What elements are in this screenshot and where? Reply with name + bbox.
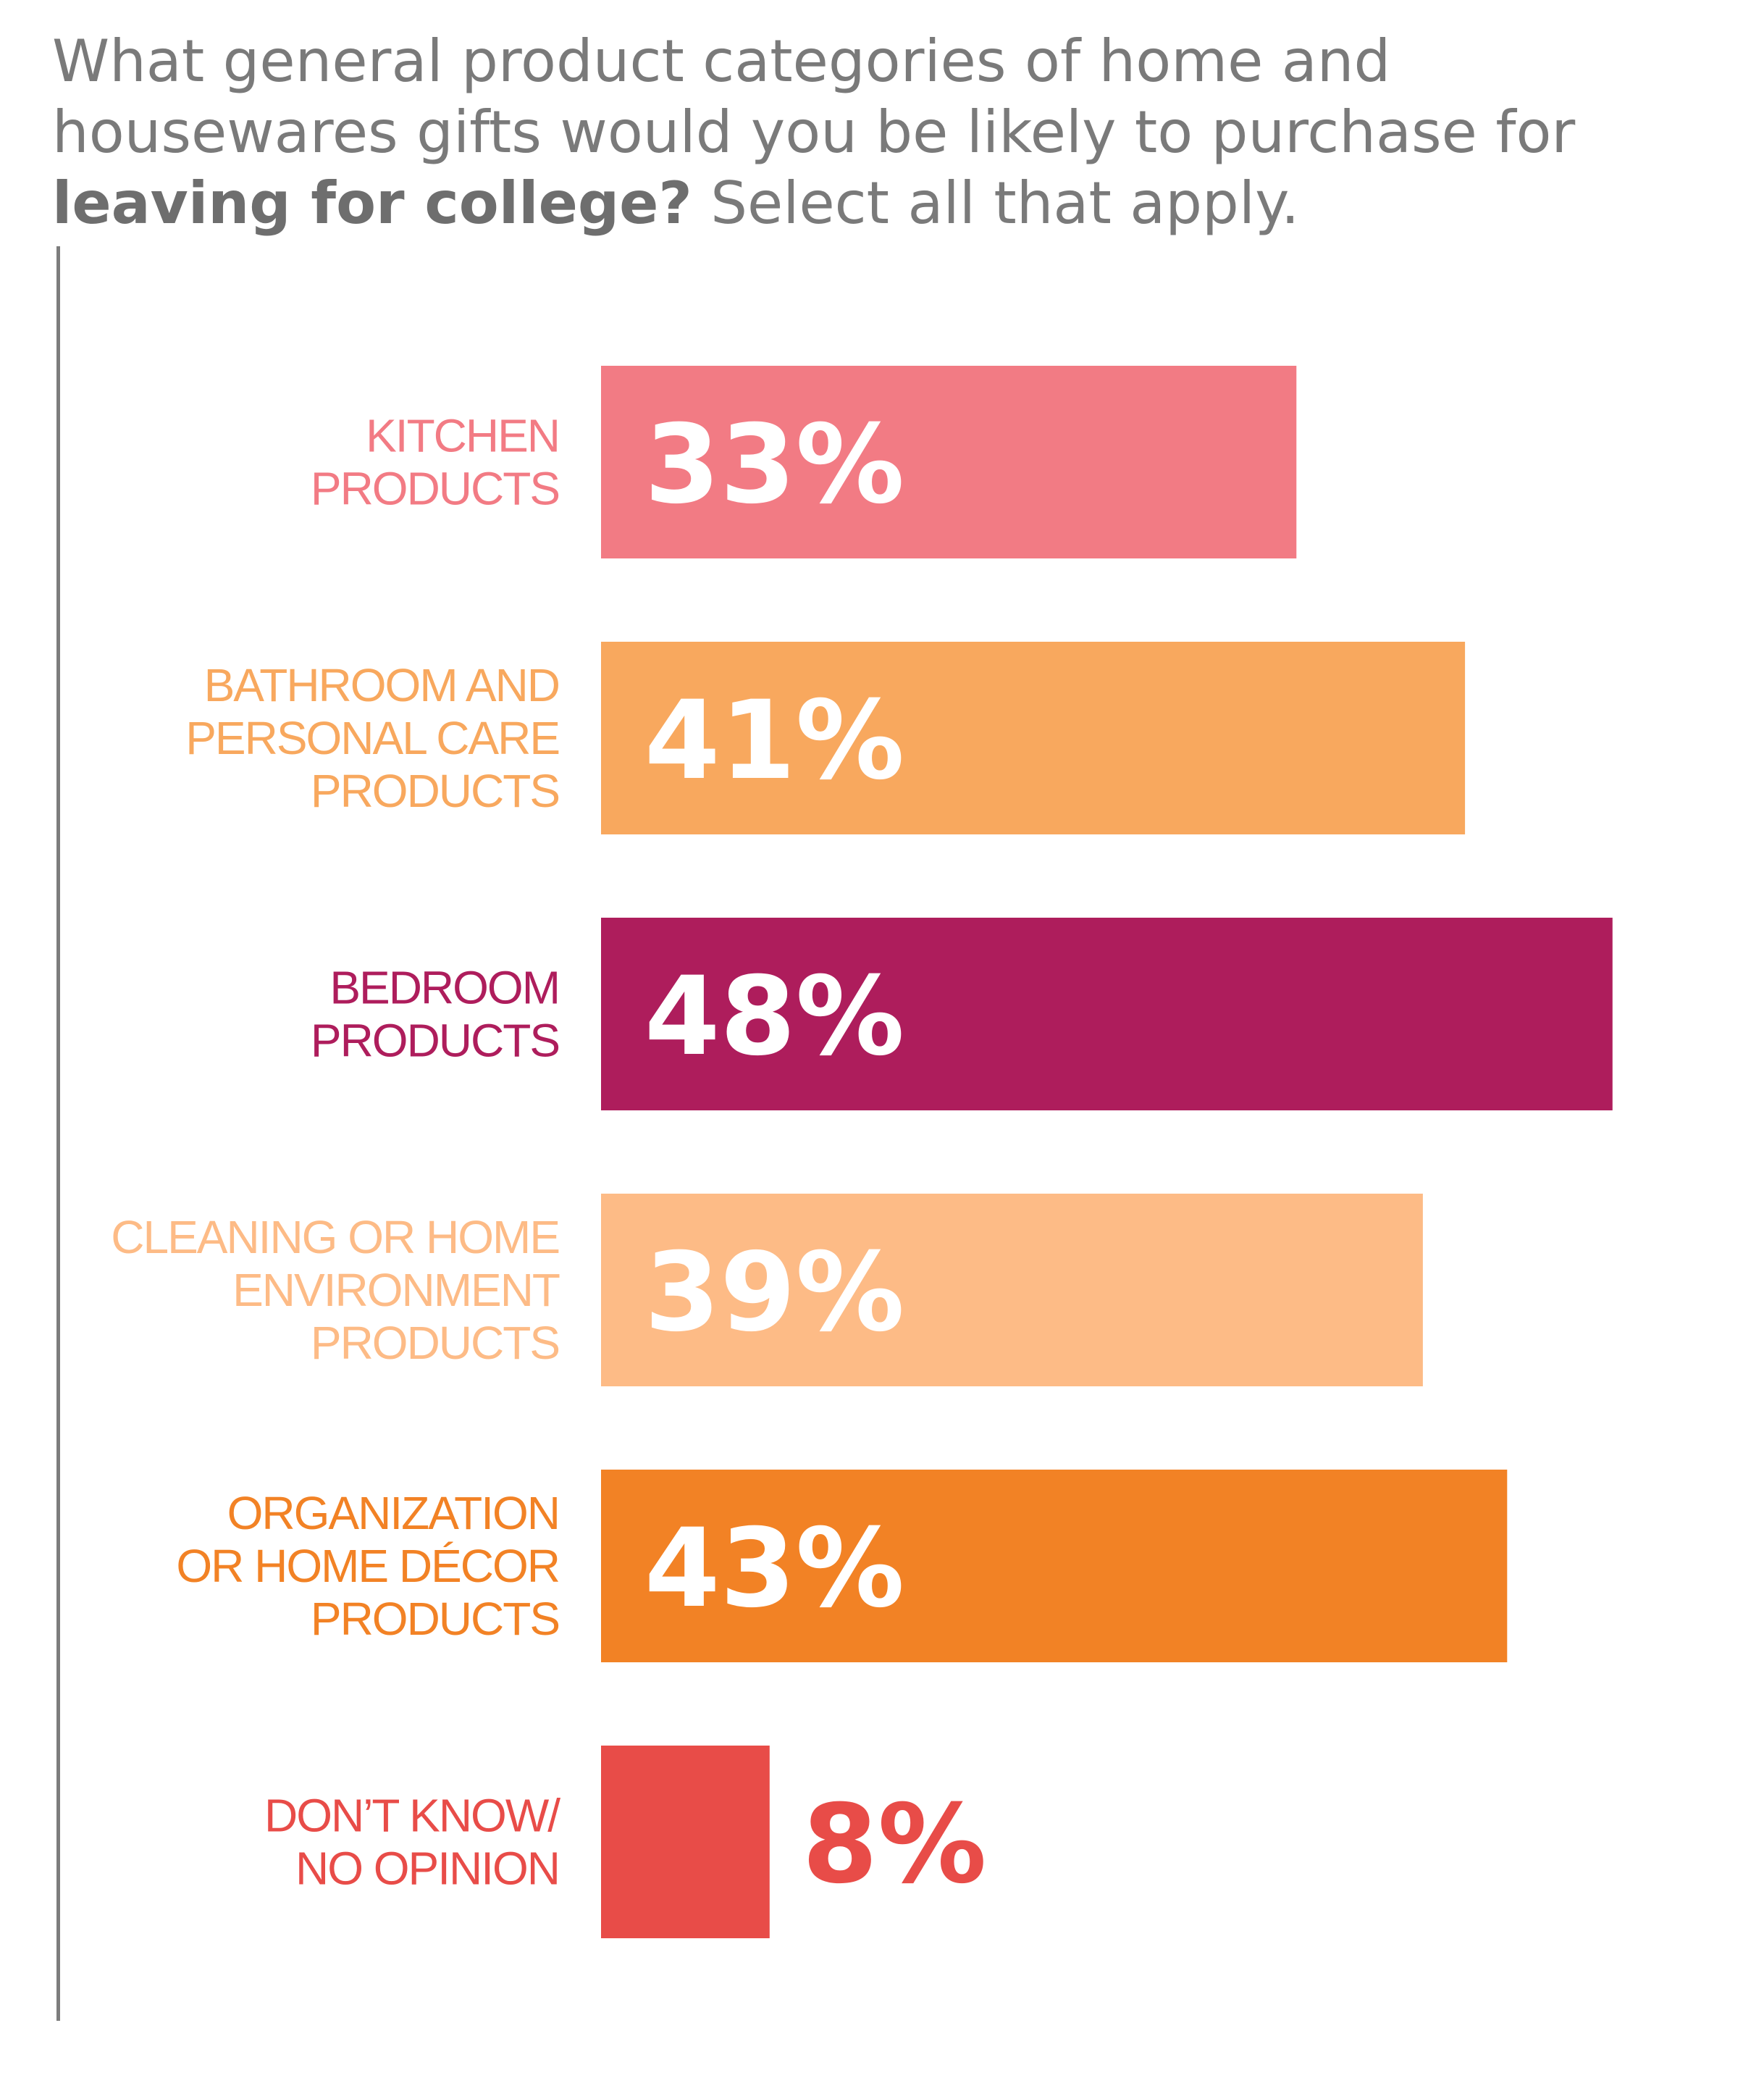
category-label-line: BATHROOM AND bbox=[204, 659, 559, 711]
category-label-line: DON’T KNOW/ bbox=[264, 1790, 560, 1842]
category-label-line: NO OPINION bbox=[295, 1843, 559, 1895]
value-label-5: 8% bbox=[802, 1782, 987, 1908]
category-label-line: PRODUCTS bbox=[311, 1317, 559, 1369]
bar-1 bbox=[601, 642, 1466, 834]
chart-title: What general product categories of home … bbox=[52, 26, 1718, 239]
title-part-2: Select all that apply. bbox=[692, 169, 1300, 237]
category-label-line: PRODUCTS bbox=[311, 1015, 559, 1067]
value-label-1: 41% bbox=[644, 678, 904, 804]
value-label-2: 48% bbox=[644, 954, 904, 1080]
bar-0 bbox=[601, 366, 1297, 558]
value-label-3: 39% bbox=[644, 1230, 904, 1356]
category-label-line: PRODUCTS bbox=[311, 1593, 559, 1645]
category-label-line: OR HOME DÉCOR bbox=[176, 1540, 559, 1592]
category-label-line: PERSONAL CARE bbox=[185, 712, 559, 764]
category-label-3: CLEANING OR HOME ENVIRONMENT PRODUCTS bbox=[111, 1211, 560, 1369]
bar-4 bbox=[601, 1470, 1508, 1662]
category-label-2: BEDROOM PRODUCTS bbox=[311, 962, 559, 1067]
value-label-4: 43% bbox=[644, 1506, 904, 1632]
category-label-line: BEDROOM bbox=[329, 962, 559, 1014]
category-axis-line bbox=[56, 246, 60, 2021]
value-label-0: 33% bbox=[644, 402, 904, 528]
category-label-1: BATHROOM AND PERSONAL CARE PRODUCTS bbox=[185, 659, 559, 817]
category-label-line: KITCHEN bbox=[366, 410, 559, 462]
category-label-0: KITCHEN PRODUCTS bbox=[311, 410, 559, 515]
category-label-line: ENVIRONMENT bbox=[232, 1264, 560, 1316]
bar-2 bbox=[601, 918, 1613, 1110]
category-label-5: DON’T KNOW/NO OPINION bbox=[264, 1790, 560, 1895]
title-bold: leaving for college? bbox=[52, 169, 692, 237]
bar-5 bbox=[601, 1746, 770, 1938]
category-label-line: PRODUCTS bbox=[311, 765, 559, 817]
category-label-line: ORGANIZATION bbox=[227, 1487, 559, 1539]
title-part-1: What general product categories of home … bbox=[52, 28, 1576, 166]
category-label-line: CLEANING OR HOME bbox=[111, 1211, 559, 1263]
bar-3 bbox=[601, 1194, 1423, 1386]
category-label-4: ORGANIZATION OR HOME DÉCOR PRODUCTS bbox=[176, 1487, 559, 1645]
category-label-line: PRODUCTS bbox=[311, 463, 559, 515]
